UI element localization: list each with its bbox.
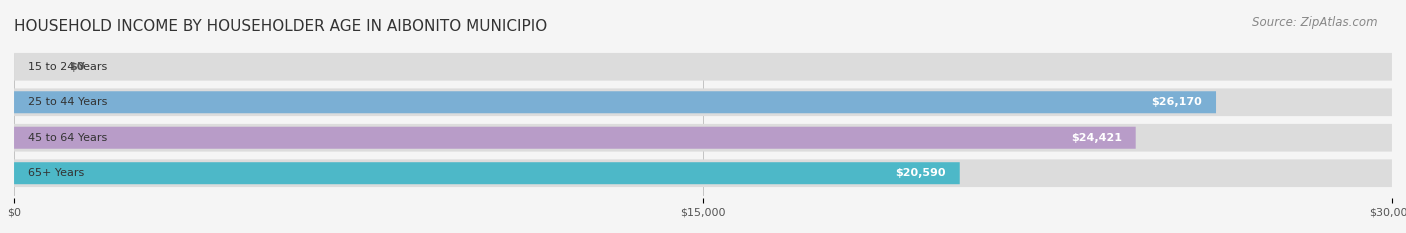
FancyBboxPatch shape: [14, 159, 1392, 187]
Text: 15 to 24 Years: 15 to 24 Years: [28, 62, 107, 72]
Text: $20,590: $20,590: [896, 168, 946, 178]
Text: 65+ Years: 65+ Years: [28, 168, 84, 178]
FancyBboxPatch shape: [14, 53, 1392, 81]
Text: $24,421: $24,421: [1071, 133, 1122, 143]
FancyBboxPatch shape: [14, 91, 1216, 113]
FancyBboxPatch shape: [14, 127, 1136, 149]
FancyBboxPatch shape: [14, 88, 1392, 116]
FancyBboxPatch shape: [14, 124, 1392, 152]
Text: $26,170: $26,170: [1152, 97, 1202, 107]
FancyBboxPatch shape: [14, 162, 960, 184]
Text: 45 to 64 Years: 45 to 64 Years: [28, 133, 107, 143]
Text: Source: ZipAtlas.com: Source: ZipAtlas.com: [1253, 16, 1378, 29]
Text: $0: $0: [69, 62, 84, 72]
Text: 25 to 44 Years: 25 to 44 Years: [28, 97, 107, 107]
Text: HOUSEHOLD INCOME BY HOUSEHOLDER AGE IN AIBONITO MUNICIPIO: HOUSEHOLD INCOME BY HOUSEHOLDER AGE IN A…: [14, 19, 547, 34]
